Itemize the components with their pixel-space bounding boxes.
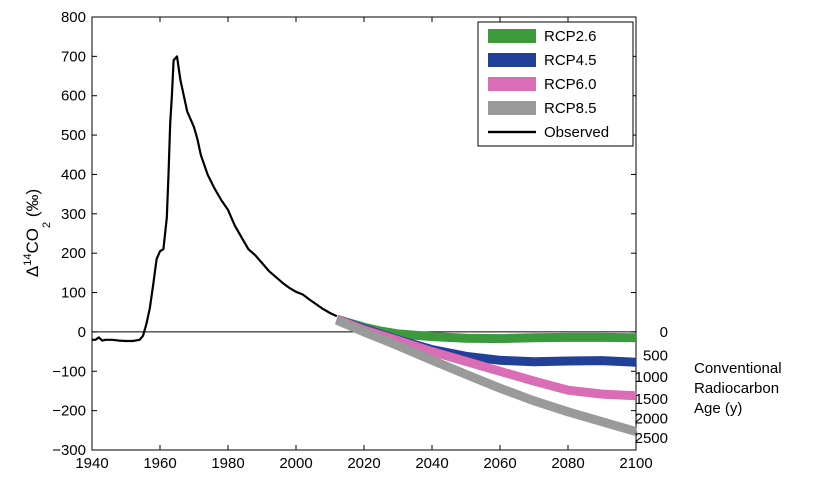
x-tick-label: 2000 bbox=[279, 455, 312, 472]
x-tick-label: 2020 bbox=[347, 455, 380, 472]
y-tick-label: −300 bbox=[52, 442, 86, 459]
x-tick-label: 2060 bbox=[483, 455, 516, 472]
legend-swatch bbox=[488, 130, 536, 134]
secondary-axis-title: Age (y) bbox=[694, 400, 742, 417]
legend-label: RCP2.6 bbox=[544, 28, 597, 45]
secondary-tick-label: 1000 bbox=[635, 369, 668, 386]
legend-label: RCP4.5 bbox=[544, 52, 597, 69]
y-axis-title: Δ14CO2 (‰) bbox=[22, 189, 53, 277]
x-tick-label: 1940 bbox=[75, 455, 108, 472]
y-tick-label: 500 bbox=[61, 127, 86, 144]
legend-swatch bbox=[488, 29, 536, 43]
secondary-tick-label: 0 bbox=[660, 324, 668, 341]
x-tick-label: 2040 bbox=[415, 455, 448, 472]
y-tick-label: −200 bbox=[52, 403, 86, 420]
legend-swatch bbox=[488, 101, 536, 115]
legend-swatch bbox=[488, 77, 536, 91]
x-tick-label: 1960 bbox=[143, 455, 176, 472]
y-tick-label: 0 bbox=[78, 324, 86, 341]
secondary-tick-label: 2000 bbox=[635, 411, 668, 428]
legend-label: Observed bbox=[544, 124, 609, 141]
secondary-axis-title: Conventional bbox=[694, 360, 782, 377]
series-line-observed bbox=[92, 55, 338, 343]
y-axis-label: Δ14CO2 (‰) bbox=[22, 189, 53, 277]
x-tick-label: 2080 bbox=[551, 455, 584, 472]
y-tick-label: 200 bbox=[61, 245, 86, 262]
y-tick-label: 100 bbox=[61, 285, 86, 302]
secondary-tick-label: 2500 bbox=[635, 430, 668, 447]
y-tick-label: 800 bbox=[61, 9, 86, 26]
y-tick-label: −100 bbox=[52, 363, 86, 380]
legend: RCP2.6 RCP4.5 RCP6.0 RCP8.5 Observed bbox=[477, 21, 634, 147]
legend-label: RCP6.0 bbox=[544, 76, 597, 93]
plot-area: 1940 1960 1980 2000 2020 2040 2060 2080 2100−300… bbox=[52, 9, 652, 472]
legend-swatch bbox=[488, 53, 536, 67]
y-tick-label: 700 bbox=[61, 48, 86, 65]
x-tick-label: 1980 bbox=[211, 455, 244, 472]
secondary-axis: 0 500 1000 1500 2000 2500 Conventional Radiocar… bbox=[635, 324, 782, 447]
secondary-axis-title: Radiocarbon bbox=[694, 380, 779, 397]
y-tick-label: 400 bbox=[61, 166, 86, 183]
secondary-tick-label: 500 bbox=[643, 348, 668, 365]
secondary-tick-label: 1500 bbox=[635, 391, 668, 408]
x-tick-label: 2100 bbox=[619, 455, 652, 472]
legend-label: RCP8.5 bbox=[544, 100, 597, 117]
y-tick-label: 600 bbox=[61, 88, 86, 105]
y-tick-label: 300 bbox=[61, 206, 86, 223]
series-line-rcp8-5 bbox=[335, 315, 638, 436]
